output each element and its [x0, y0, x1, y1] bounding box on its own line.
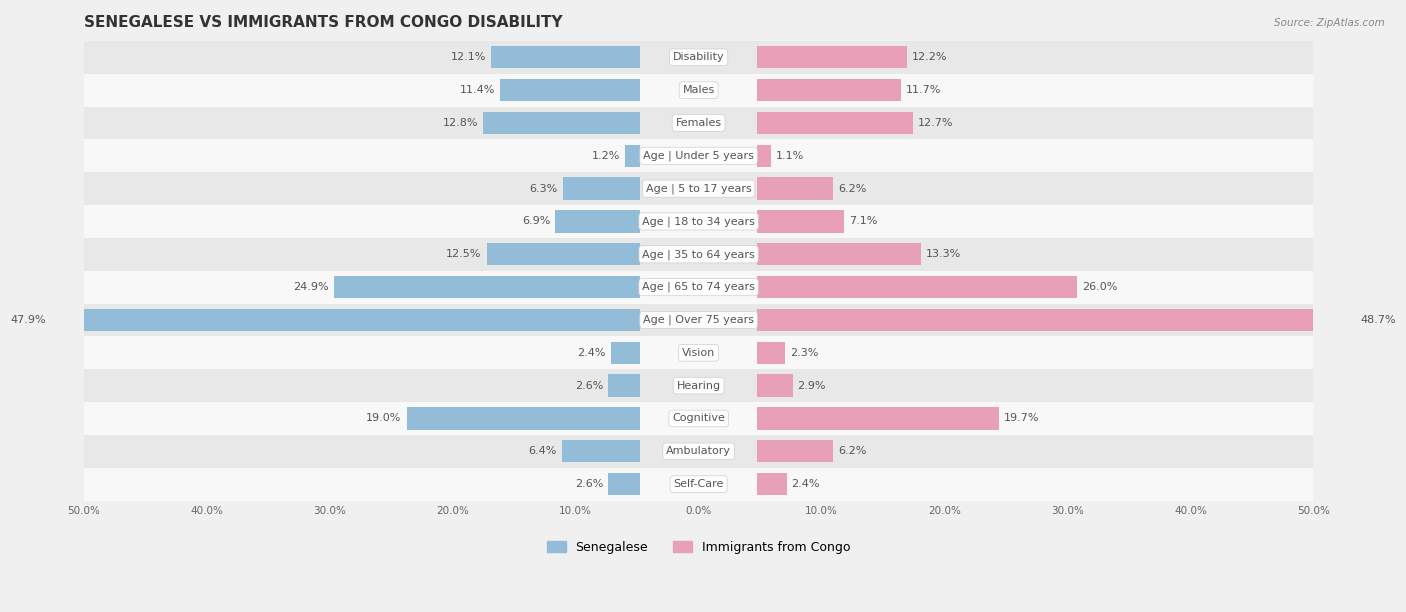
Text: Age | 35 to 64 years: Age | 35 to 64 years	[643, 249, 755, 259]
Bar	[84, 435, 1313, 468]
Text: Self-Care: Self-Care	[673, 479, 724, 489]
Text: Hearing: Hearing	[676, 381, 721, 390]
Text: 2.4%: 2.4%	[792, 479, 820, 489]
Bar	[51, 309, 640, 331]
Text: 13.3%: 13.3%	[925, 249, 960, 259]
Text: Age | 65 to 74 years: Age | 65 to 74 years	[643, 282, 755, 293]
Text: 12.8%: 12.8%	[443, 118, 478, 128]
Text: Age | 5 to 17 years: Age | 5 to 17 years	[645, 184, 752, 194]
Text: 11.4%: 11.4%	[460, 85, 495, 95]
Bar	[756, 243, 921, 266]
Bar	[84, 238, 1313, 271]
Bar	[84, 140, 1313, 172]
Text: 12.1%: 12.1%	[451, 52, 486, 62]
Bar	[756, 177, 834, 200]
Bar	[756, 341, 786, 364]
Bar	[609, 473, 640, 495]
Text: SENEGALESE VS IMMIGRANTS FROM CONGO DISABILITY: SENEGALESE VS IMMIGRANTS FROM CONGO DISA…	[84, 15, 562, 30]
Bar	[84, 468, 1313, 501]
Bar	[84, 106, 1313, 140]
Text: 24.9%: 24.9%	[294, 282, 329, 292]
Text: Vision: Vision	[682, 348, 716, 358]
Bar	[756, 144, 770, 167]
Bar	[626, 144, 640, 167]
Bar	[756, 79, 901, 102]
Bar	[482, 112, 640, 134]
Bar	[84, 41, 1313, 73]
Text: 11.7%: 11.7%	[905, 85, 941, 95]
Text: 26.0%: 26.0%	[1081, 282, 1116, 292]
Text: 6.2%: 6.2%	[838, 446, 866, 457]
Text: Age | 18 to 34 years: Age | 18 to 34 years	[643, 216, 755, 226]
Text: 48.7%: 48.7%	[1361, 315, 1396, 325]
Text: Source: ZipAtlas.com: Source: ZipAtlas.com	[1274, 18, 1385, 28]
Text: Males: Males	[682, 85, 714, 95]
Bar	[756, 440, 834, 463]
Text: 6.3%: 6.3%	[530, 184, 558, 193]
Text: Disability: Disability	[673, 52, 724, 62]
Text: 2.6%: 2.6%	[575, 479, 603, 489]
Text: Age | Under 5 years: Age | Under 5 years	[643, 151, 754, 161]
Bar	[555, 211, 640, 233]
Bar	[756, 408, 1000, 430]
Text: 12.7%: 12.7%	[918, 118, 953, 128]
Bar	[84, 73, 1313, 106]
Text: 19.0%: 19.0%	[367, 414, 402, 424]
Bar	[501, 79, 640, 102]
Bar	[756, 211, 845, 233]
Text: Females: Females	[675, 118, 721, 128]
Bar	[84, 172, 1313, 205]
Bar	[335, 276, 640, 298]
Text: 7.1%: 7.1%	[849, 217, 877, 226]
Text: 12.5%: 12.5%	[446, 249, 482, 259]
Text: 2.3%: 2.3%	[790, 348, 818, 358]
Bar	[492, 46, 640, 69]
Text: 6.4%: 6.4%	[529, 446, 557, 457]
Bar	[756, 276, 1077, 298]
Text: 1.2%: 1.2%	[592, 151, 620, 161]
Text: 1.1%: 1.1%	[776, 151, 804, 161]
Bar	[756, 375, 793, 397]
Bar	[84, 304, 1313, 337]
Bar	[84, 271, 1313, 304]
Bar	[756, 112, 914, 134]
Bar	[486, 243, 640, 266]
Bar	[562, 177, 640, 200]
Bar	[756, 309, 1355, 331]
Bar	[756, 46, 907, 69]
Bar	[610, 341, 640, 364]
Text: 47.9%: 47.9%	[11, 315, 46, 325]
Text: 19.7%: 19.7%	[1004, 414, 1039, 424]
Bar	[84, 337, 1313, 369]
Bar	[561, 440, 640, 463]
Text: 6.2%: 6.2%	[838, 184, 866, 193]
Bar	[84, 369, 1313, 402]
Text: 6.9%: 6.9%	[522, 217, 551, 226]
Text: 2.4%: 2.4%	[578, 348, 606, 358]
Bar	[756, 473, 786, 495]
Text: 12.2%: 12.2%	[912, 52, 948, 62]
Bar	[84, 402, 1313, 435]
Text: Cognitive: Cognitive	[672, 414, 725, 424]
Bar	[609, 375, 640, 397]
Bar	[84, 205, 1313, 238]
Text: 2.9%: 2.9%	[797, 381, 827, 390]
Text: 2.6%: 2.6%	[575, 381, 603, 390]
Text: Ambulatory: Ambulatory	[666, 446, 731, 457]
Bar	[406, 408, 640, 430]
Legend: Senegalese, Immigrants from Congo: Senegalese, Immigrants from Congo	[541, 536, 855, 559]
Text: Age | Over 75 years: Age | Over 75 years	[643, 315, 754, 325]
